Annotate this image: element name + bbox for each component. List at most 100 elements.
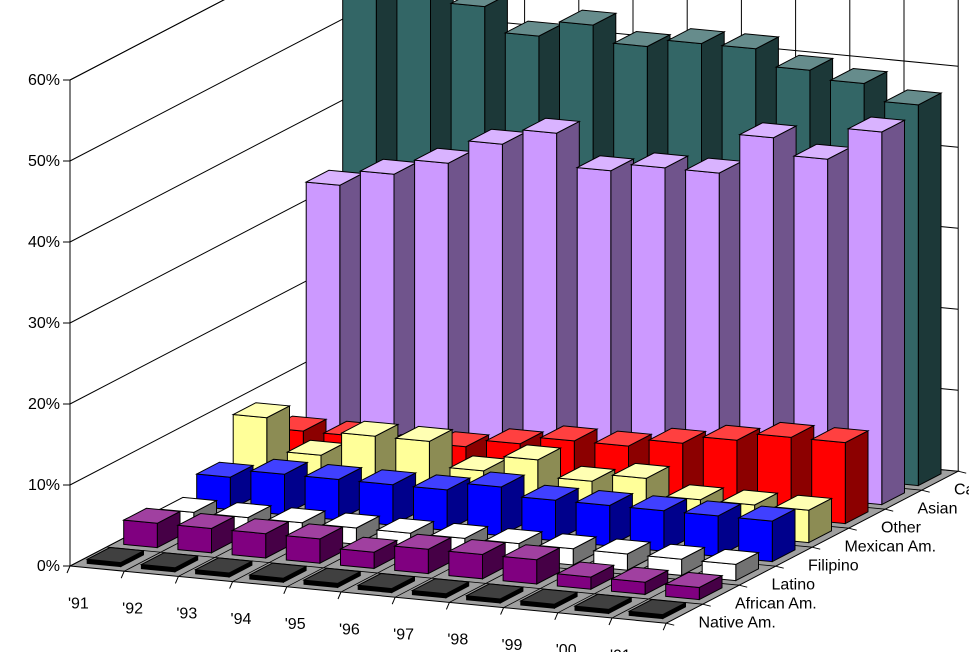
bar bbox=[303, 463, 364, 521]
x-tick-mark bbox=[554, 612, 559, 620]
bar-front bbox=[394, 545, 429, 575]
bar-top bbox=[682, 500, 743, 517]
x-tick-mark bbox=[337, 591, 342, 600]
bar-top bbox=[556, 465, 617, 482]
x-tick-label: '96 bbox=[339, 621, 360, 638]
bar-top bbox=[520, 484, 580, 501]
bar bbox=[85, 546, 146, 568]
bar-top bbox=[447, 538, 507, 556]
bar-top bbox=[846, 116, 907, 133]
series-label: African Am. bbox=[735, 596, 817, 613]
series-label: Latino bbox=[771, 577, 815, 594]
bar-top bbox=[411, 474, 472, 491]
bar-side bbox=[610, 158, 634, 480]
bar bbox=[176, 512, 236, 554]
bar bbox=[121, 507, 182, 549]
bar-top bbox=[592, 538, 652, 555]
bar-group bbox=[85, 0, 943, 620]
bar bbox=[464, 583, 525, 604]
bar-top bbox=[176, 512, 236, 530]
bar-front bbox=[502, 555, 538, 585]
y-gridline bbox=[69, 0, 225, 81]
bar-top bbox=[646, 543, 707, 560]
bar bbox=[392, 533, 453, 575]
bar-top bbox=[249, 458, 309, 475]
bar-front bbox=[359, 170, 395, 459]
bar-top bbox=[464, 583, 525, 600]
series-label: Asian bbox=[917, 501, 957, 518]
bar-top bbox=[573, 593, 634, 610]
bar bbox=[302, 567, 363, 589]
y-tick-label: 30% bbox=[28, 315, 60, 332]
series-label: Caucasian bbox=[954, 482, 969, 499]
bar bbox=[248, 562, 308, 584]
x-tick-label: '91 bbox=[68, 595, 89, 612]
bar bbox=[555, 561, 616, 591]
bar-top bbox=[321, 512, 381, 529]
bar bbox=[736, 505, 797, 563]
bar-top bbox=[212, 502, 273, 519]
bar-top bbox=[284, 523, 345, 540]
z-tick-mark bbox=[921, 489, 930, 493]
bar bbox=[519, 588, 579, 610]
x-tick-label: '94 bbox=[231, 611, 252, 628]
bar-top bbox=[574, 489, 635, 507]
bar-side bbox=[556, 120, 580, 475]
bar-top bbox=[85, 546, 146, 564]
x-tick-label: '92 bbox=[122, 601, 143, 618]
bar-top bbox=[663, 571, 724, 589]
bar-top bbox=[720, 33, 781, 50]
bar-top bbox=[410, 578, 471, 595]
x-tick-mark bbox=[174, 576, 179, 584]
x-tick-mark bbox=[500, 607, 505, 615]
bar-top bbox=[302, 567, 363, 584]
bar bbox=[410, 578, 471, 599]
bar-top bbox=[521, 117, 582, 134]
bar bbox=[465, 471, 526, 537]
bar-side bbox=[881, 119, 905, 506]
bar-top bbox=[647, 427, 708, 444]
bar bbox=[358, 158, 419, 459]
bar bbox=[321, 512, 381, 546]
bar bbox=[411, 474, 472, 532]
bar-top bbox=[158, 496, 219, 513]
x-tick-label: '93 bbox=[176, 606, 197, 623]
bar bbox=[521, 117, 582, 475]
bar-top bbox=[809, 427, 870, 444]
bar bbox=[356, 572, 417, 594]
bar bbox=[139, 552, 200, 573]
y-tick-label: 40% bbox=[28, 234, 60, 251]
y-tick-label: 60% bbox=[28, 72, 60, 89]
bar bbox=[284, 523, 345, 565]
x-tick-mark bbox=[445, 602, 450, 610]
bar-front bbox=[305, 181, 341, 454]
x-tick-label: '01 bbox=[610, 647, 631, 652]
bar-front bbox=[285, 535, 321, 564]
z-tick-mark bbox=[958, 470, 967, 474]
bar-top bbox=[338, 536, 399, 553]
bar-top bbox=[230, 518, 291, 535]
bar bbox=[701, 424, 762, 515]
bar-top bbox=[627, 598, 688, 616]
bar-top bbox=[609, 566, 670, 583]
bar-top bbox=[611, 30, 672, 48]
bar-top bbox=[610, 462, 671, 479]
bar bbox=[628, 495, 689, 553]
bar-top bbox=[357, 469, 418, 486]
bar-top bbox=[575, 155, 636, 172]
bar-top bbox=[557, 9, 618, 26]
bar-top bbox=[828, 67, 889, 85]
bar bbox=[357, 469, 418, 527]
bar-top bbox=[484, 428, 545, 445]
y-tick-label: 50% bbox=[28, 153, 60, 170]
bar bbox=[575, 155, 636, 480]
bar-top bbox=[501, 544, 562, 561]
bar-side bbox=[501, 131, 526, 470]
bar-top bbox=[700, 548, 761, 565]
bar bbox=[629, 152, 690, 485]
x-tick-mark bbox=[608, 617, 613, 626]
bar-front bbox=[177, 524, 212, 554]
series-label: Other bbox=[881, 520, 922, 537]
bar-top bbox=[736, 505, 797, 522]
